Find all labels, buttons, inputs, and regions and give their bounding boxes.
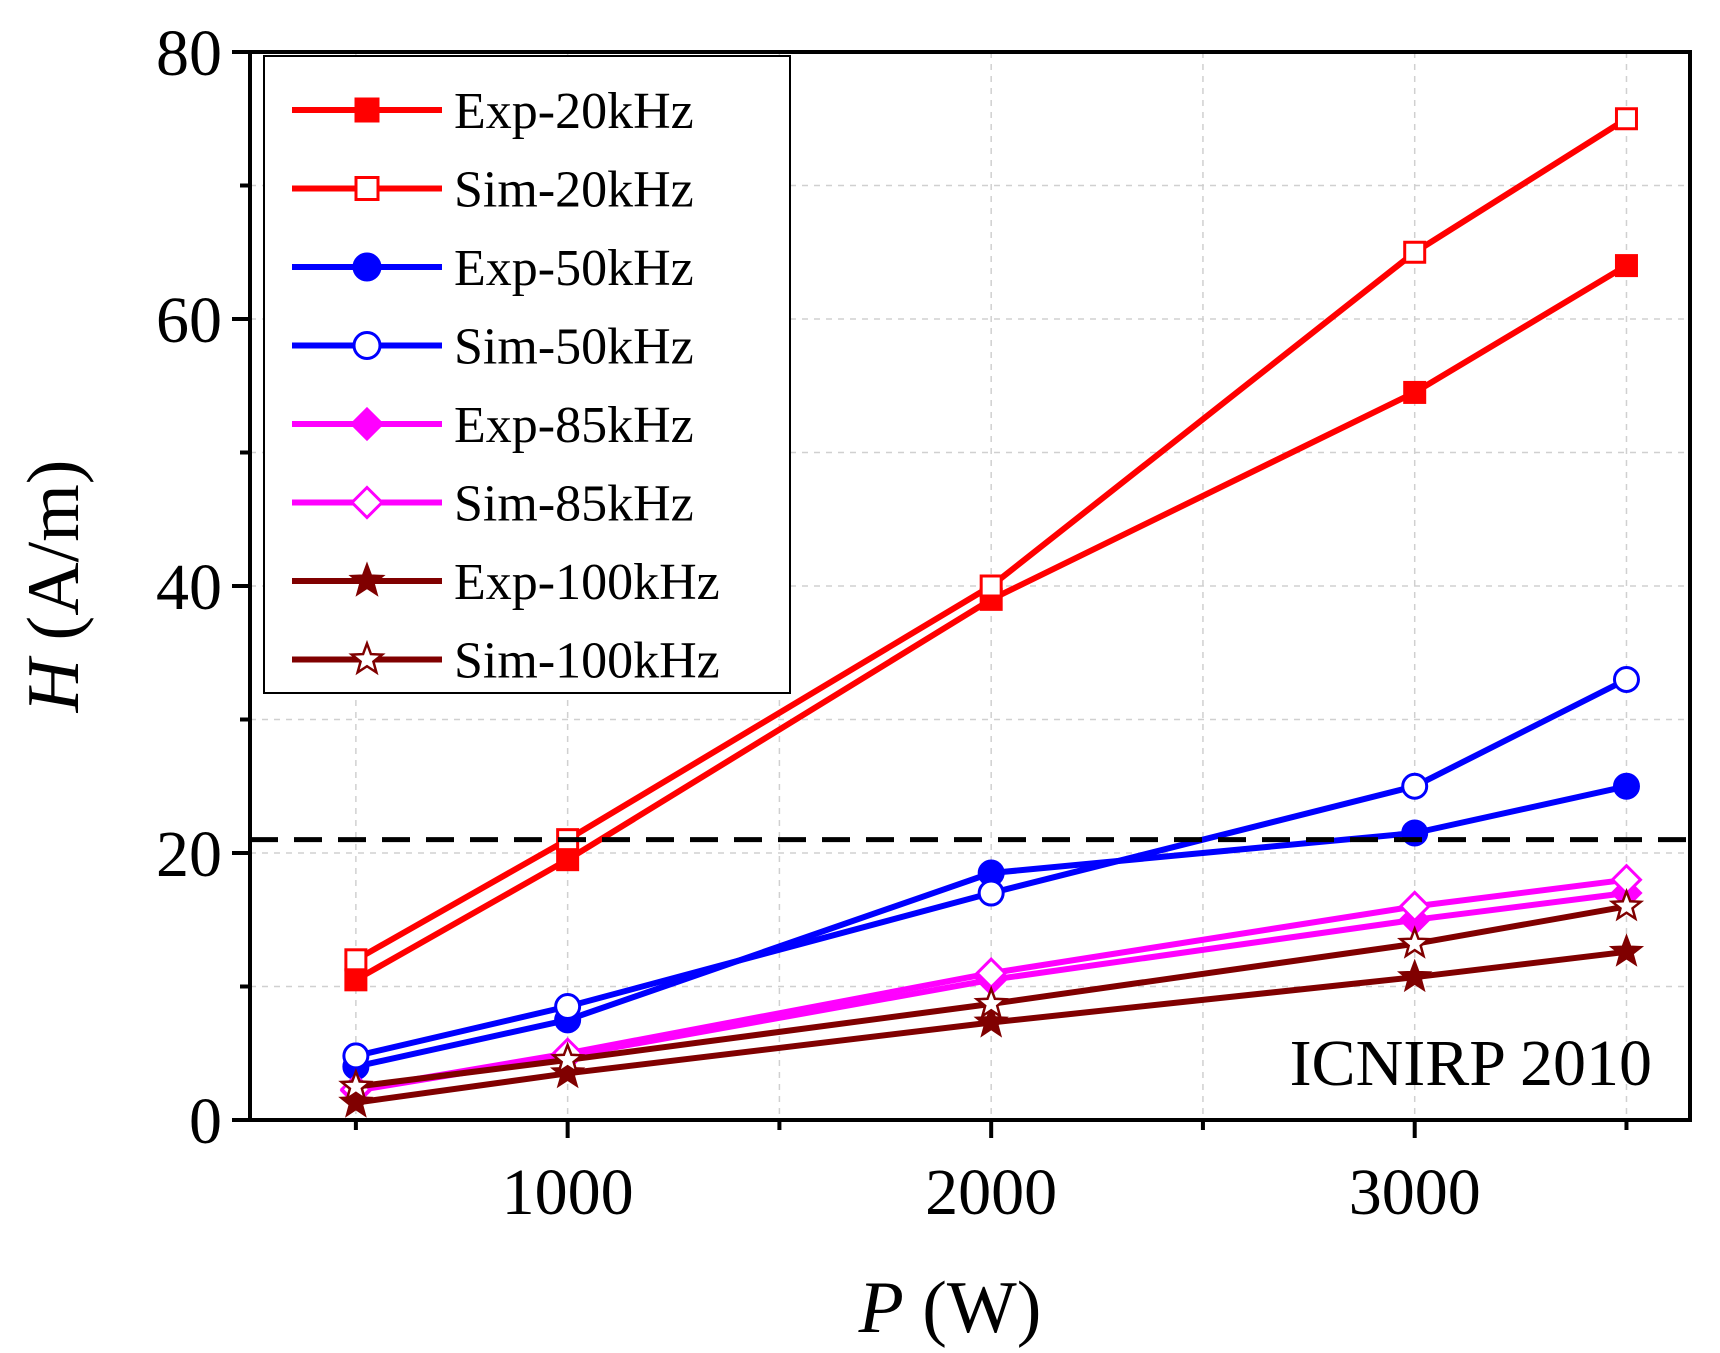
data-point (344, 968, 368, 992)
data-point (549, 1054, 586, 1089)
legend-entry: Exp-100kHz (292, 554, 720, 611)
legend-entry: Sim-100kHz (292, 633, 720, 690)
x-tick-label: 3000 (1349, 1156, 1481, 1229)
legend-label: Sim-85kHz (454, 476, 694, 533)
axes: 0 20 40 60 80 1000 2000 3000 (156, 17, 1629, 1229)
data-point (973, 985, 1009, 1019)
series-exp-100khz (338, 933, 1645, 1118)
x-axis-unit: (W) (922, 1267, 1041, 1349)
data-point (1612, 772, 1640, 800)
data-point (973, 1003, 1009, 1038)
legend-entry: Exp-20kHz (292, 83, 694, 140)
data-point (550, 1041, 586, 1076)
data-point (338, 1084, 374, 1118)
legend: Exp-20kHz Sim-20kHz Exp-50kHz Sim-50kHz Exp-… (263, 55, 791, 694)
reference-annotation: ICNIRP 2010 (1290, 1027, 1652, 1100)
data-point (556, 848, 580, 872)
legend-label: Sim-100kHz (454, 633, 720, 690)
data-point (1608, 887, 1645, 922)
data-point (1608, 933, 1645, 967)
legend-entry: Sim-50kHz (292, 319, 694, 376)
data-point (1396, 925, 1433, 959)
data-point (342, 1042, 370, 1070)
legend-swatch-marker (349, 406, 385, 442)
data-point (338, 1068, 374, 1102)
data-point (554, 993, 582, 1021)
y-tick-label: 80 (156, 17, 222, 90)
x-tick-label: 2000 (925, 1156, 1057, 1229)
data-point (1614, 254, 1638, 278)
legend-label: Exp-100kHz (454, 554, 720, 611)
data-point (1614, 107, 1638, 131)
data-point (977, 879, 1005, 907)
y-tick-label: 0 (189, 1085, 222, 1158)
y-tick-label: 40 (156, 551, 222, 624)
legend-label: Exp-50kHz (454, 240, 694, 297)
y-tick-label: 60 (156, 284, 222, 357)
legend-swatch-marker (349, 485, 385, 520)
data-point (979, 574, 1003, 598)
data-point (1401, 772, 1429, 800)
legend-entry: Sim-85kHz (292, 476, 694, 533)
data-point (1403, 380, 1427, 404)
legend-swatch-marker (354, 176, 380, 201)
legend-entry: Exp-85kHz (292, 397, 694, 454)
legend-label: Sim-20kHz (454, 162, 694, 219)
legend-label: Exp-85kHz (454, 397, 694, 454)
y-axis-symbol: H (13, 655, 95, 713)
y-tick-label: 20 (156, 818, 222, 891)
legend-label: Sim-50kHz (454, 319, 694, 376)
legend-swatch-marker (352, 252, 382, 282)
series-sim-50khz (342, 665, 1640, 1070)
legend-swatch-marker (352, 331, 382, 360)
y-axis-label: H (A/m) (13, 460, 95, 714)
series-layer (338, 107, 1645, 1118)
data-point (1398, 890, 1431, 923)
x-tick-label: 1000 (502, 1156, 634, 1229)
legend-swatch-marker (354, 97, 380, 123)
data-point (1403, 240, 1427, 264)
data-point (1396, 958, 1433, 993)
legend-swatch-marker (348, 639, 386, 676)
data-point (1612, 665, 1640, 693)
series-sim-100khz (338, 887, 1645, 1102)
data-point (344, 948, 368, 972)
x-axis-label: P (W) (858, 1267, 1042, 1349)
legend-entry: Sim-20kHz (292, 162, 694, 219)
legend-entry: Exp-50kHz (292, 240, 694, 297)
series-sim-20khz (344, 107, 1638, 972)
legend-box (263, 55, 791, 694)
x-axis-symbol: P (858, 1267, 904, 1349)
legend-swatch-marker (348, 561, 386, 597)
legend-label: Exp-20kHz (454, 83, 694, 140)
series-exp-20khz (344, 254, 1638, 992)
y-axis-unit: (A/m) (13, 460, 95, 641)
